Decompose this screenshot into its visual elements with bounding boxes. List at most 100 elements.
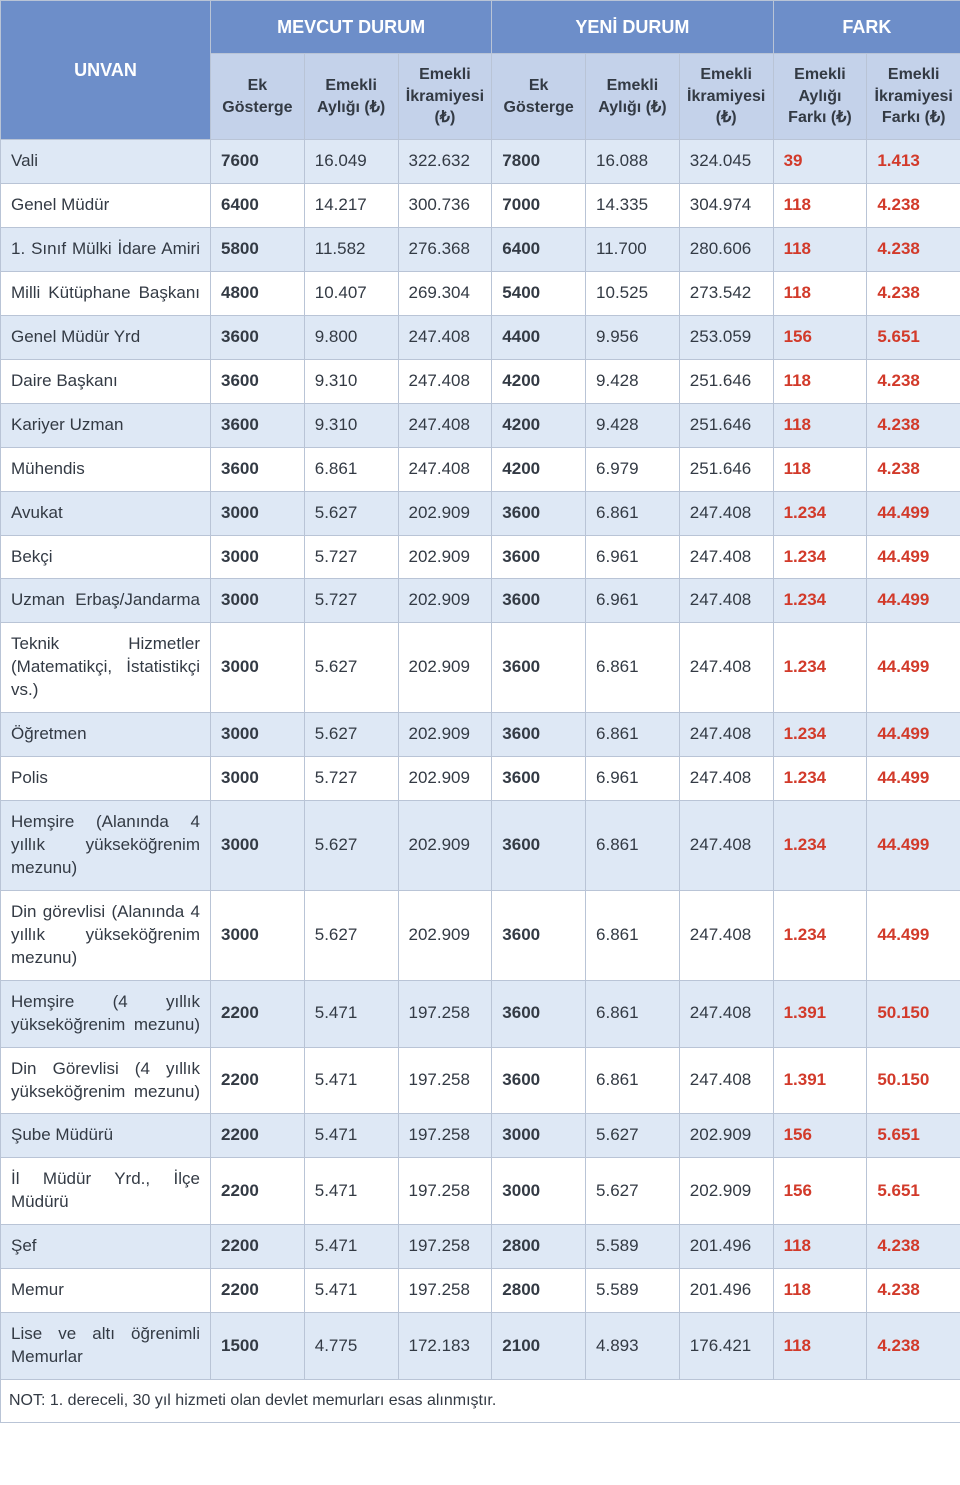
cell-mevcut-ek: 3000 [211,801,305,891]
table-body: Vali760016.049322.632780016.088324.04539… [1,140,960,1380]
cell-fark-aylik: 156 [773,1158,867,1225]
cell-yeni-ek: 3000 [492,1158,586,1225]
cell-fark-aylik: 1.234 [773,801,867,891]
cell-mevcut-ikramiye: 197.258 [398,1158,492,1225]
cell-yeni-ikramiye: 273.542 [679,271,773,315]
cell-mevcut-ikramiye: 172.183 [398,1313,492,1380]
cell-yeni-aylik: 6.861 [586,713,680,757]
cell-yeni-aylik: 9.428 [586,403,680,447]
cell-yeni-ikramiye: 251.646 [679,447,773,491]
cell-yeni-ek: 4200 [492,447,586,491]
cell-fark-aylik: 1.234 [773,757,867,801]
cell-mevcut-ek: 3600 [211,359,305,403]
cell-yeni-ek: 4400 [492,315,586,359]
cell-fark-ikramiye: 44.499 [867,491,960,535]
table-row: Uzman Erbaş/Jandarma30005.727202.9093600… [1,579,960,623]
cell-yeni-ikramiye: 247.408 [679,713,773,757]
sub-yeni-ek: Ek Gösterge [492,54,586,140]
cell-mevcut-ek: 3000 [211,491,305,535]
cell-yeni-ikramiye: 247.408 [679,491,773,535]
cell-title: Milli Kütüphane Başkanı [1,271,211,315]
cell-fark-aylik: 118 [773,447,867,491]
cell-title: Hemşire (Alanında 4 yıllık yükseköğrenim… [1,801,211,891]
header-fark: FARK [773,1,960,54]
cell-mevcut-ikramiye: 247.408 [398,359,492,403]
cell-fark-aylik: 118 [773,227,867,271]
cell-mevcut-ek: 2200 [211,1047,305,1114]
cell-fark-ikramiye: 44.499 [867,713,960,757]
table-row: Din görevlisi (Alanında 4 yıllık yüksekö… [1,890,960,980]
table-row: Genel Müdür640014.217300.736700014.33530… [1,184,960,228]
cell-yeni-aylik: 14.335 [586,184,680,228]
cell-mevcut-ek: 2200 [211,1114,305,1158]
cell-title: Vali [1,140,211,184]
cell-yeni-aylik: 6.861 [586,491,680,535]
cell-yeni-ek: 3600 [492,623,586,713]
cell-mevcut-aylik: 9.310 [304,359,398,403]
cell-fark-aylik: 1.391 [773,1047,867,1114]
cell-fark-aylik: 1.234 [773,491,867,535]
cell-fark-ikramiye: 44.499 [867,535,960,579]
cell-yeni-ikramiye: 201.496 [679,1269,773,1313]
cell-fark-ikramiye: 4.238 [867,1269,960,1313]
cell-fark-aylik: 118 [773,1269,867,1313]
cell-mevcut-ikramiye: 322.632 [398,140,492,184]
cell-yeni-ek: 4200 [492,359,586,403]
cell-yeni-aylik: 6.961 [586,757,680,801]
cell-fark-ikramiye: 4.238 [867,271,960,315]
table-row: Öğretmen30005.627202.90936006.861247.408… [1,713,960,757]
header-mevcut: MEVCUT DURUM [211,1,492,54]
cell-yeni-ikramiye: 251.646 [679,403,773,447]
cell-mevcut-ikramiye: 247.408 [398,447,492,491]
cell-title: Uzman Erbaş/Jandarma [1,579,211,623]
sub-fark-ikramiye: Emekli İkramiyesi Farkı (₺) [867,54,960,140]
cell-fark-aylik: 118 [773,359,867,403]
cell-yeni-ek: 4200 [492,403,586,447]
cell-mevcut-ikramiye: 197.258 [398,1114,492,1158]
sub-mevcut-ek: Ek Gösterge [211,54,305,140]
table-row: Lise ve altı öğrenimli Memurlar15004.775… [1,1313,960,1380]
cell-mevcut-ikramiye: 276.368 [398,227,492,271]
sub-yeni-aylik: Emekli Aylığı (₺) [586,54,680,140]
cell-mevcut-aylik: 5.627 [304,623,398,713]
cell-mevcut-ek: 2200 [211,1269,305,1313]
sub-fark-aylik: Emekli Aylığı Farkı (₺) [773,54,867,140]
cell-fark-ikramiye: 5.651 [867,315,960,359]
cell-yeni-ikramiye: 247.408 [679,579,773,623]
cell-yeni-ikramiye: 247.408 [679,535,773,579]
table-row: Avukat30005.627202.90936006.861247.4081.… [1,491,960,535]
cell-fark-aylik: 1.234 [773,579,867,623]
cell-mevcut-aylik: 5.471 [304,1225,398,1269]
cell-title: Din görevlisi (Alanında 4 yıllık yüksekö… [1,890,211,980]
cell-yeni-aylik: 6.861 [586,623,680,713]
cell-mevcut-ikramiye: 197.258 [398,1225,492,1269]
cell-mevcut-aylik: 5.727 [304,535,398,579]
table-row: Şube Müdürü22005.471197.25830005.627202.… [1,1114,960,1158]
cell-yeni-aylik: 5.627 [586,1114,680,1158]
cell-yeni-ikramiye: 201.496 [679,1225,773,1269]
cell-fark-aylik: 118 [773,1313,867,1380]
cell-mevcut-aylik: 4.775 [304,1313,398,1380]
cell-title: 1. Sınıf Mülki İdare Amiri [1,227,211,271]
cell-yeni-aylik: 5.589 [586,1225,680,1269]
cell-mevcut-ikramiye: 269.304 [398,271,492,315]
table-row: Genel Müdür Yrd36009.800247.40844009.956… [1,315,960,359]
cell-yeni-ikramiye: 247.408 [679,623,773,713]
cell-title: Polis [1,757,211,801]
cell-yeni-aylik: 4.893 [586,1313,680,1380]
cell-yeni-ikramiye: 247.408 [679,757,773,801]
cell-fark-ikramiye: 4.238 [867,403,960,447]
cell-mevcut-ek: 3000 [211,579,305,623]
cell-mevcut-ek: 3000 [211,890,305,980]
cell-mevcut-ek: 7600 [211,140,305,184]
cell-yeni-ek: 2800 [492,1269,586,1313]
cell-mevcut-aylik: 5.727 [304,757,398,801]
cell-fark-aylik: 118 [773,403,867,447]
cell-mevcut-ikramiye: 202.909 [398,623,492,713]
cell-yeni-aylik: 5.627 [586,1158,680,1225]
cell-fark-aylik: 156 [773,1114,867,1158]
table-row: Şef22005.471197.25828005.589201.4961184.… [1,1225,960,1269]
cell-fark-ikramiye: 44.499 [867,757,960,801]
cell-fark-ikramiye: 44.499 [867,890,960,980]
cell-mevcut-aylik: 5.727 [304,579,398,623]
